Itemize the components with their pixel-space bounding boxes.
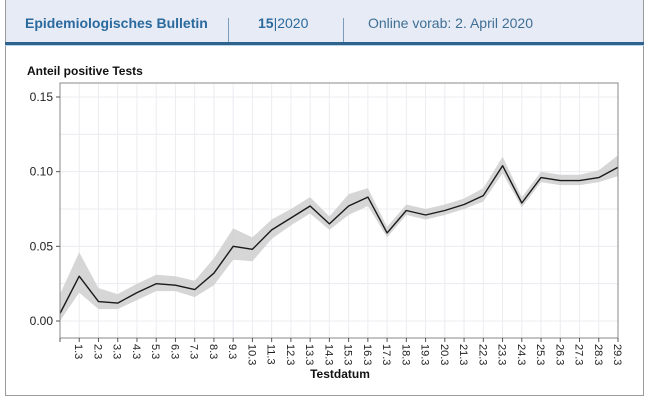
x-tick-label: 6.3 [168, 344, 180, 359]
x-tick-label: 3.3 [111, 344, 123, 359]
y-axis-title: Anteil positive Tests [27, 64, 143, 78]
x-tick-label: 4.3 [130, 344, 142, 359]
header-divider [228, 18, 229, 42]
x-tick-label: 1.3 [72, 344, 84, 359]
figure-frame [5, 0, 644, 396]
y-tick-label: 0.10 [30, 165, 54, 179]
y-tick-label: 0.00 [30, 314, 54, 328]
y-tick-label: 0.15 [30, 90, 54, 104]
issue-separator: | [273, 15, 278, 31]
x-tick-label: 11.3 [265, 344, 277, 365]
confidence-band [60, 155, 618, 321]
x-tick-label: 9.3 [226, 344, 238, 359]
y-tick-label: 0.05 [30, 239, 54, 253]
x-tick-label: 12.3 [284, 344, 296, 365]
issue-number: 15 [258, 15, 274, 31]
x-tick-label: 19.3 [419, 344, 431, 365]
x-tick-label: 15.3 [342, 344, 354, 365]
x-tick-label: 14.3 [322, 344, 334, 365]
x-tick-label: 5.3 [149, 344, 161, 359]
x-tick-label: 25.3 [534, 344, 546, 365]
plot-area-border [59, 82, 619, 339]
x-tick-label: 28.3 [592, 344, 604, 365]
x-tick-label: 24.3 [515, 344, 527, 365]
x-tick-label: 17.3 [380, 344, 392, 365]
bulletin-header [5, 0, 644, 42]
x-tick-label: 8.3 [207, 344, 219, 359]
x-tick-label: 10.3 [245, 344, 257, 365]
y-axis: 0.00 0.05 0.10 0.15 [30, 90, 60, 328]
x-tick-label: 26.3 [553, 344, 565, 365]
x-tick-label: 18.3 [399, 344, 411, 365]
x-tick-label: 21.3 [457, 344, 469, 365]
header-divider [343, 18, 344, 42]
data-line [59, 165, 619, 314]
header-rule-highlight [5, 45, 644, 46]
x-tick-label: 23.3 [496, 344, 508, 365]
header-rule [5, 42, 644, 45]
x-tick-label: 7.3 [188, 344, 200, 359]
issue-year: 2020 [277, 15, 309, 31]
x-tick-label: 16.3 [361, 344, 373, 365]
x-tick-label: 13.3 [303, 344, 315, 365]
x-tick-label: 22.3 [476, 344, 488, 365]
x-tick-label: 20.3 [438, 344, 450, 365]
issue-label: 15|2020 [258, 15, 308, 31]
publication-title: Epidemiologisches Bulletin [25, 15, 208, 31]
x-tick-label: 29.3 [611, 344, 623, 365]
online-date: Online vorab: 2. April 2020 [368, 15, 533, 31]
x-tick-label: 2.3 [91, 344, 103, 359]
x-axis-title: Testdatum [310, 367, 370, 381]
x-tick-label: 27.3 [573, 344, 585, 365]
x-axis: 1.3 2.3 3.3 4.3 5.3 6.3 7.3 8.3 9.3 10.3 11.3 12.3 1… [59, 338, 623, 365]
